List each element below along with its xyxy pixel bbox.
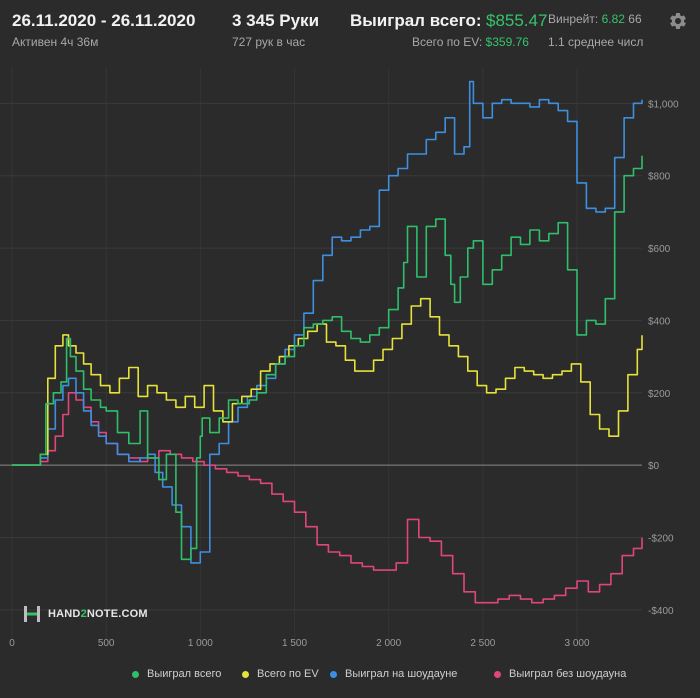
y-tick-label: $400 [648, 316, 671, 327]
legend-label: Выиграл без шоудауна [509, 668, 627, 680]
y-tick-label: $800 [648, 172, 671, 183]
winrate-label: Винрейт: [548, 12, 599, 26]
series-line-ev [12, 297, 643, 466]
legend-dot [330, 670, 337, 678]
x-tick-label: 1 000 [188, 638, 213, 649]
winrate-tail: 66 [628, 12, 642, 26]
logo-text-part1: HAND [48, 608, 81, 620]
h2n-logo-icon [24, 606, 40, 622]
logo-text-part2: NOTE.COM [86, 608, 148, 620]
chart-area: -$400 -$200 $0 $200 $400 $600 $800 $1,000 0 500 1 … [0, 58, 700, 693]
legend-item-non-showdown[interactable]: Выиграл без шоудауна [494, 668, 626, 680]
y-tick-label: -$200 [648, 534, 674, 545]
y-tick-label: $0 [648, 461, 660, 472]
legend-dot [242, 670, 249, 678]
winrate: Винрейт: 6.82 66 [548, 12, 648, 26]
won-value: $855.47 [485, 11, 548, 30]
x-tick-label: 500 [98, 638, 115, 649]
series-line-won-total [12, 155, 643, 561]
y-tick-label: $600 [648, 244, 671, 255]
gear-icon [670, 12, 686, 29]
legend-label: Выиграл на шоудауне [345, 668, 458, 680]
x-tick-label: 2 500 [470, 638, 495, 649]
legend-item-won-total[interactable]: Выиграл всего [132, 668, 221, 680]
chart-legend: Выиграл всего Всего по EV Выиграл на шоу… [0, 664, 700, 688]
y-tick-label: -$400 [648, 606, 674, 617]
ev-label: Всего по EV: [412, 35, 483, 49]
legend-item-showdown[interactable]: Выиграл на шоудауне [330, 668, 457, 680]
x-tick-label: 1 500 [282, 638, 307, 649]
series-line-showdown [12, 80, 643, 564]
legend-label: Всего по EV [257, 668, 319, 680]
legend-item-ev[interactable]: Всего по EV [242, 668, 319, 680]
series-line-non-showdown [12, 392, 643, 604]
logo-text-accent: 2 [80, 608, 87, 620]
x-tick-label: 3 000 [565, 638, 590, 649]
ev-total: Всего по EV: $359.76 [412, 35, 529, 49]
y-tick-label: $1,000 [648, 99, 679, 110]
winrate-value: 6.82 [601, 12, 625, 26]
x-tick-label: 0 [9, 638, 15, 649]
x-tick-label: 2 000 [376, 638, 401, 649]
hand2note-logo: HAND2NOTE.COM [22, 604, 148, 624]
average-text: 1.1 среднее числ [548, 35, 644, 49]
won-total: Выиграл всего: $855.47 [350, 11, 547, 31]
y-tick-label: $200 [648, 389, 671, 400]
bankroll-chart[interactable]: -$400 -$200 $0 $200 $400 $600 $800 $1,000 0 500 1 … [0, 58, 700, 693]
hands-per-hour: 727 рук в час [232, 35, 306, 49]
hands-count: 3 345 Руки [232, 11, 320, 30]
logo-text: HAND2NOTE.COM [48, 608, 148, 620]
settings-button[interactable] [667, 10, 689, 32]
date-range[interactable]: 26.11.2020 - 26.11.2020 [12, 11, 196, 30]
won-label: Выиграл всего: [350, 11, 482, 30]
legend-dot [132, 670, 139, 678]
active-time: Активен 4ч 36м [12, 35, 99, 49]
legend-dot [494, 670, 501, 678]
legend-label: Выиграл всего [147, 668, 222, 680]
ev-value: $359.76 [485, 35, 529, 49]
stats-header: 26.11.2020 - 26.11.2020 Активен 4ч 36м 3… [0, 0, 700, 58]
